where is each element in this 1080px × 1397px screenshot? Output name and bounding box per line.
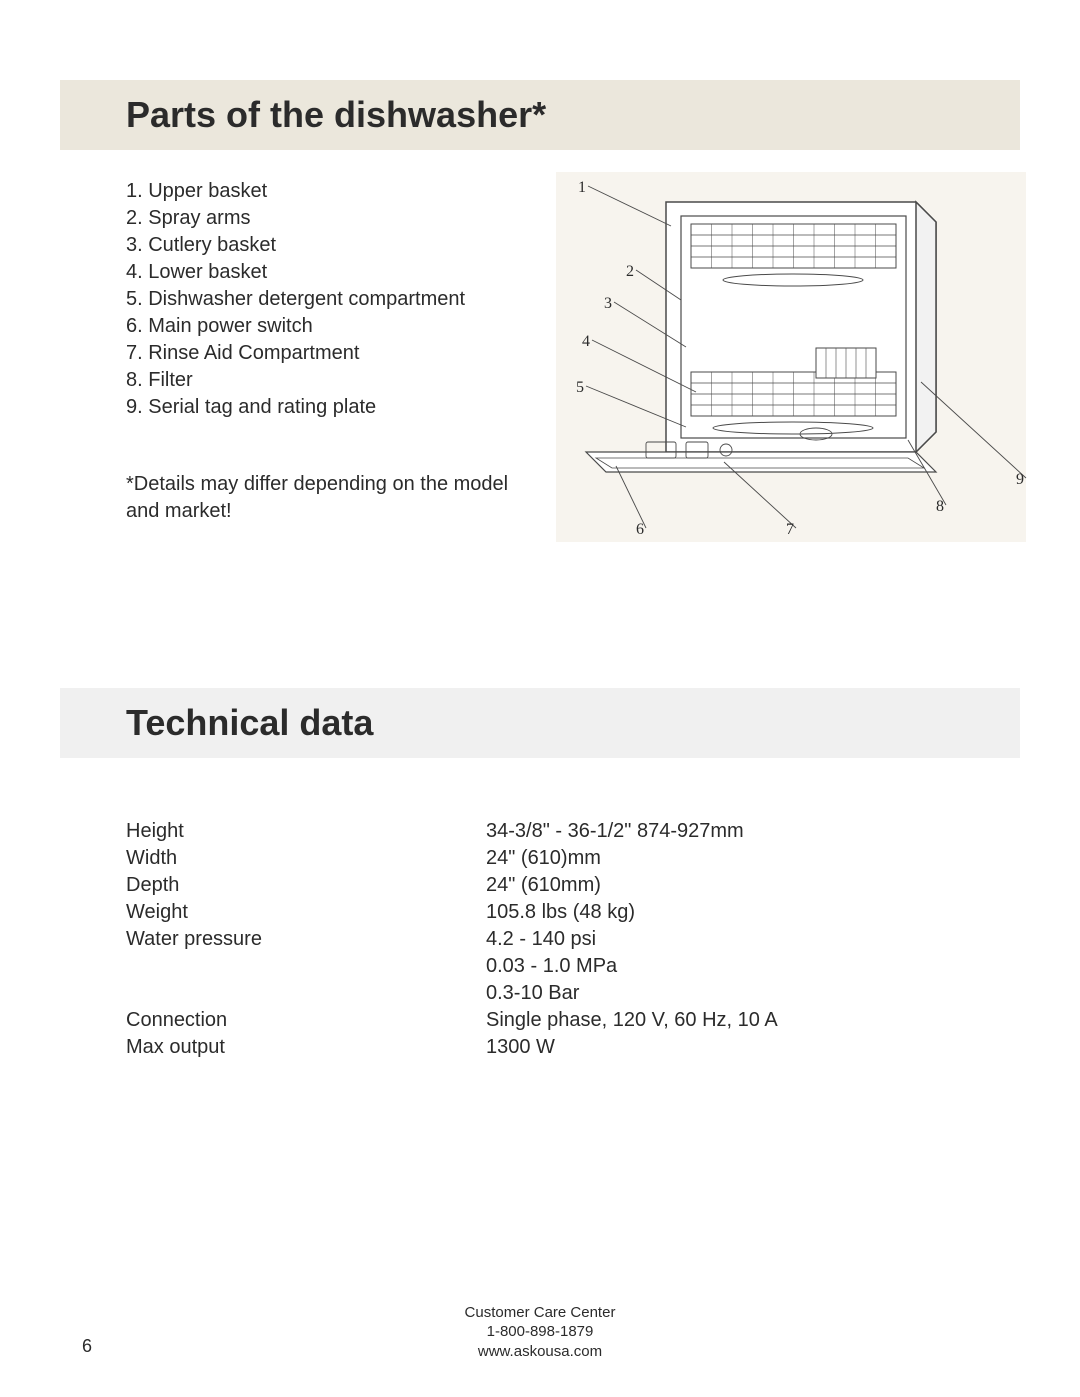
footer-phone: 1-800-898-1879 <box>0 1322 1080 1342</box>
tech-label <box>126 953 486 980</box>
tech-row: Depth24" (610mm) <box>126 872 1020 899</box>
parts-note: *Details may differ depending on the mod… <box>126 471 516 525</box>
svg-text:4: 4 <box>582 333 590 350</box>
tech-label <box>126 980 486 1007</box>
tech-label: Weight <box>126 899 486 926</box>
tech-row: 0.3-10 Bar <box>126 980 1020 1007</box>
tech-value: 24" (610)mm <box>486 845 1020 872</box>
parts-list-item: 5. Dishwasher detergent compartment <box>126 286 516 313</box>
svg-text:8: 8 <box>936 498 944 515</box>
parts-list: 1. Upper basket2. Spray arms3. Cutlery b… <box>126 178 516 525</box>
tech-row: Width24" (610)mm <box>126 845 1020 872</box>
svg-text:2: 2 <box>626 263 634 280</box>
parts-list-item: 2. Spray arms <box>126 205 516 232</box>
footer-care: Customer Care Center <box>0 1303 1080 1323</box>
parts-list-item: 9. Serial tag and rating plate <box>126 394 516 421</box>
svg-text:1: 1 <box>578 179 586 196</box>
tech-value: 0.3-10 Bar <box>486 980 1020 1007</box>
tech-value: 4.2 - 140 psi <box>486 926 1020 953</box>
parts-heading: Parts of the dishwasher* <box>126 94 996 136</box>
tech-row: Water pressure4.2 - 140 psi <box>126 926 1020 953</box>
tech-row: Height34-3/8" - 36-1/2" 874-927mm <box>126 818 1020 845</box>
tech-data-table: Height34-3/8" - 36-1/2" 874-927mmWidth24… <box>60 818 1020 1061</box>
tech-label: Depth <box>126 872 486 899</box>
svg-text:9: 9 <box>1016 471 1024 488</box>
tech-value: 0.03 - 1.0 MPa <box>486 953 1020 980</box>
svg-text:7: 7 <box>786 521 794 538</box>
page-footer: Customer Care Center 1-800-898-1879 www.… <box>0 1303 1080 1362</box>
parts-section-header: Parts of the dishwasher* <box>60 80 1020 150</box>
tech-row: Weight105.8 lbs (48 kg) <box>126 899 1020 926</box>
tech-label: Connection <box>126 1007 486 1034</box>
tech-value: 34-3/8" - 36-1/2" 874-927mm <box>486 818 1020 845</box>
tech-row: 0.03 - 1.0 MPa <box>126 953 1020 980</box>
dishwasher-diagram: 123456789 <box>536 178 1020 558</box>
parts-list-item: 1. Upper basket <box>126 178 516 205</box>
parts-list-item: 8. Filter <box>126 367 516 394</box>
parts-content-row: 1. Upper basket2. Spray arms3. Cutlery b… <box>60 178 1020 558</box>
svg-text:3: 3 <box>604 295 612 312</box>
parts-list-item: 4. Lower basket <box>126 259 516 286</box>
tech-value: 24" (610mm) <box>486 872 1020 899</box>
svg-text:5: 5 <box>576 379 584 396</box>
tech-row: Max output1300 W <box>126 1034 1020 1061</box>
tech-label: Max output <box>126 1034 486 1061</box>
parts-list-item: 6. Main power switch <box>126 313 516 340</box>
tech-label: Water pressure <box>126 926 486 953</box>
footer-url: www.askousa.com <box>0 1342 1080 1362</box>
tech-value: 105.8 lbs (48 kg) <box>486 899 1020 926</box>
tech-value: 1300 W <box>486 1034 1020 1061</box>
parts-list-item: 7. Rinse Aid Compartment <box>126 340 516 367</box>
tech-label: Height <box>126 818 486 845</box>
manual-page: Parts of the dishwasher* 1. Upper basket… <box>0 0 1080 1397</box>
parts-list-item: 3. Cutlery basket <box>126 232 516 259</box>
svg-text:6: 6 <box>636 521 644 538</box>
tech-section-header: Technical data <box>60 688 1020 758</box>
tech-row: ConnectionSingle phase, 120 V, 60 Hz, 10… <box>126 1007 1020 1034</box>
tech-heading: Technical data <box>126 702 996 744</box>
tech-value: Single phase, 120 V, 60 Hz, 10 A <box>486 1007 1020 1034</box>
tech-label: Width <box>126 845 486 872</box>
